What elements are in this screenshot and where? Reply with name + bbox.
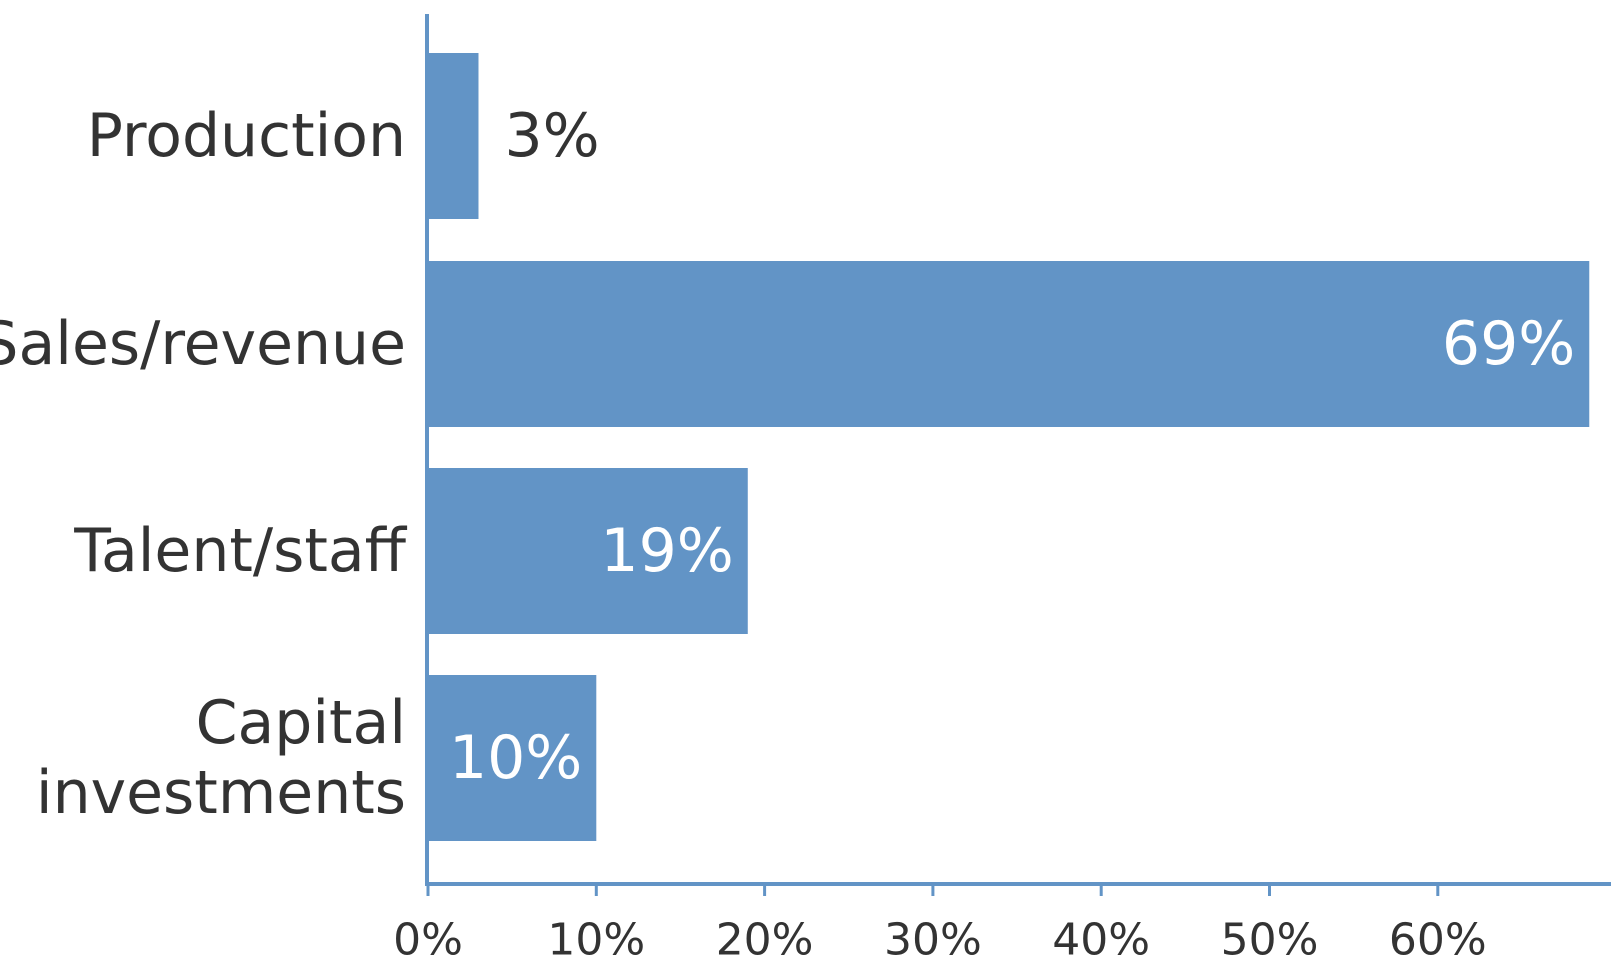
x-tick-label-4: 40% — [1052, 915, 1150, 966]
bar-1 — [428, 261, 1590, 427]
category-label-1-0: Sales/revenue — [0, 309, 406, 379]
category-label-3-1: investments — [36, 758, 406, 828]
x-tick-label-3: 30% — [884, 915, 982, 966]
value-label-3: 10% — [449, 723, 582, 793]
value-label-2: 19% — [600, 516, 733, 586]
bars-layer — [428, 53, 1590, 841]
x-tick-label-6: 60% — [1389, 915, 1487, 966]
bar-0 — [428, 53, 479, 219]
bar-3 — [428, 675, 597, 841]
x-tick-label-2: 20% — [716, 915, 814, 966]
bar-2 — [428, 468, 748, 634]
value-label-1: 69% — [1442, 309, 1575, 379]
axes-layer: 0% 10% 20% 30% 40% 50% 60% — [393, 14, 1611, 966]
x-tick-label-1: 10% — [547, 915, 645, 966]
labels-layer: 3% Production 69% Sales/revenue 19% Talent/st… — [0, 101, 1575, 828]
x-tick-label-5: 50% — [1221, 915, 1319, 966]
x-tick-label-0: 0% — [393, 915, 463, 966]
category-label-0-0: Production — [87, 101, 406, 171]
category-label-2-0: Talent/staff — [73, 516, 407, 586]
value-label-0: 3% — [504, 101, 599, 171]
category-label-3-0: Capital — [196, 688, 406, 758]
